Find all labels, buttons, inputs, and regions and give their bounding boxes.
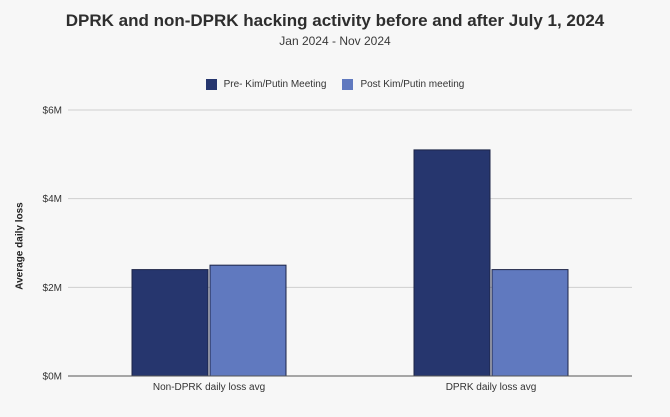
y-tick-label: $0M [43, 372, 62, 383]
chart-title: DPRK and non-DPRK hacking activity befor… [65, 11, 605, 30]
x-tick-label: DPRK daily loss avg [446, 382, 537, 393]
chart-subtitle: Jan 2024 - Nov 2024 [279, 34, 391, 48]
legend-label-post: Post Kim/Putin meeting [360, 79, 465, 90]
legend-item-post[interactable]: Post Kim/Putin meeting [342, 79, 464, 90]
x-tick-label: Non-DPRK daily loss avg [153, 382, 265, 393]
legend-label-pre: Pre- Kim/Putin Meeting [223, 79, 327, 90]
legend-swatch-pre [205, 79, 217, 90]
legend-swatch-post [342, 79, 354, 90]
legend-item-pre[interactable]: Pre- Kim/Putin Meeting [205, 79, 327, 90]
bar [131, 269, 209, 377]
y-tick-label: $6M [43, 106, 62, 117]
bar [413, 149, 491, 377]
bar [209, 264, 287, 377]
chart-legend: Pre- Kim/Putin Meeting Post Kim/Putin me… [0, 79, 670, 90]
y-tick-label: $4M [43, 194, 62, 205]
y-tick-label: $2M [43, 283, 62, 294]
bar [491, 269, 569, 377]
